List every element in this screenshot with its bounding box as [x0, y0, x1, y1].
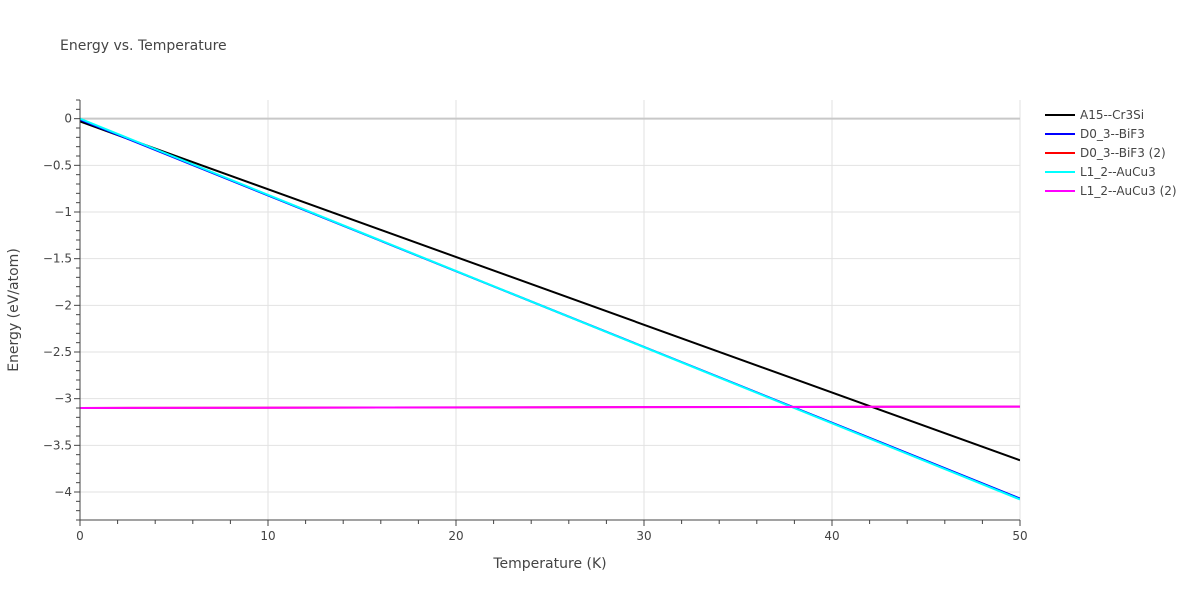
chart-title: Energy vs. Temperature	[60, 38, 227, 54]
legend-item[interactable]: D0_3--BiF3	[1045, 127, 1145, 141]
y-tick-label: 0	[64, 112, 72, 126]
series-line-l1-2-aucu3-2	[80, 405, 1020, 409]
x-tick-label: 50	[1012, 529, 1027, 543]
legend-item[interactable]: A15--Cr3Si	[1045, 108, 1144, 122]
series-lines	[80, 117, 1020, 501]
x-tick-label: 20	[448, 529, 463, 543]
x-tick-label: 30	[636, 529, 651, 543]
x-axis-label: Temperature (K)	[492, 556, 606, 572]
x-tick-label: 0	[76, 529, 84, 543]
y-tick-label: −0.5	[43, 158, 72, 172]
series-line-a15-cr3si	[80, 120, 1020, 462]
legend-item[interactable]: D0_3--BiF3 (2)	[1045, 146, 1166, 160]
y-tick-label: −3	[54, 392, 72, 406]
y-tick-label: −2	[54, 298, 72, 312]
y-tick-label: −2.5	[43, 345, 72, 359]
y-tick-label: −3.5	[43, 438, 72, 452]
legend-item[interactable]: L1_2--AuCu3 (2)	[1045, 184, 1177, 198]
legend-item[interactable]: L1_2--AuCu3	[1045, 165, 1156, 179]
y-tick-label: −1.5	[43, 252, 72, 266]
x-tick-label: 10	[260, 529, 275, 543]
x-tick-label: 40	[824, 529, 839, 543]
grid	[80, 100, 1021, 520]
legend[interactable]: A15--Cr3Si D0_3--BiF3 D0_3--BiF3 (2) L1_2--…	[1045, 108, 1177, 198]
y-tick-label: −4	[54, 485, 72, 499]
y-axis-label: Energy (eV/atom)	[6, 248, 22, 372]
series-line-l1-2-aucu3	[80, 117, 1020, 501]
legend-label: L1_2--AuCu3	[1080, 165, 1156, 179]
axes: 0 10 20 30 40 50 0 −0.5 −1 −1.5 −2 −2.5 −3 −3.5 −4	[43, 99, 1028, 543]
y-tick-label: −1	[54, 205, 72, 219]
legend-label: D0_3--BiF3 (2)	[1080, 146, 1166, 160]
legend-label: D0_3--BiF3	[1080, 127, 1145, 141]
legend-label: L1_2--AuCu3 (2)	[1080, 184, 1177, 198]
legend-label: A15--Cr3Si	[1080, 108, 1144, 122]
